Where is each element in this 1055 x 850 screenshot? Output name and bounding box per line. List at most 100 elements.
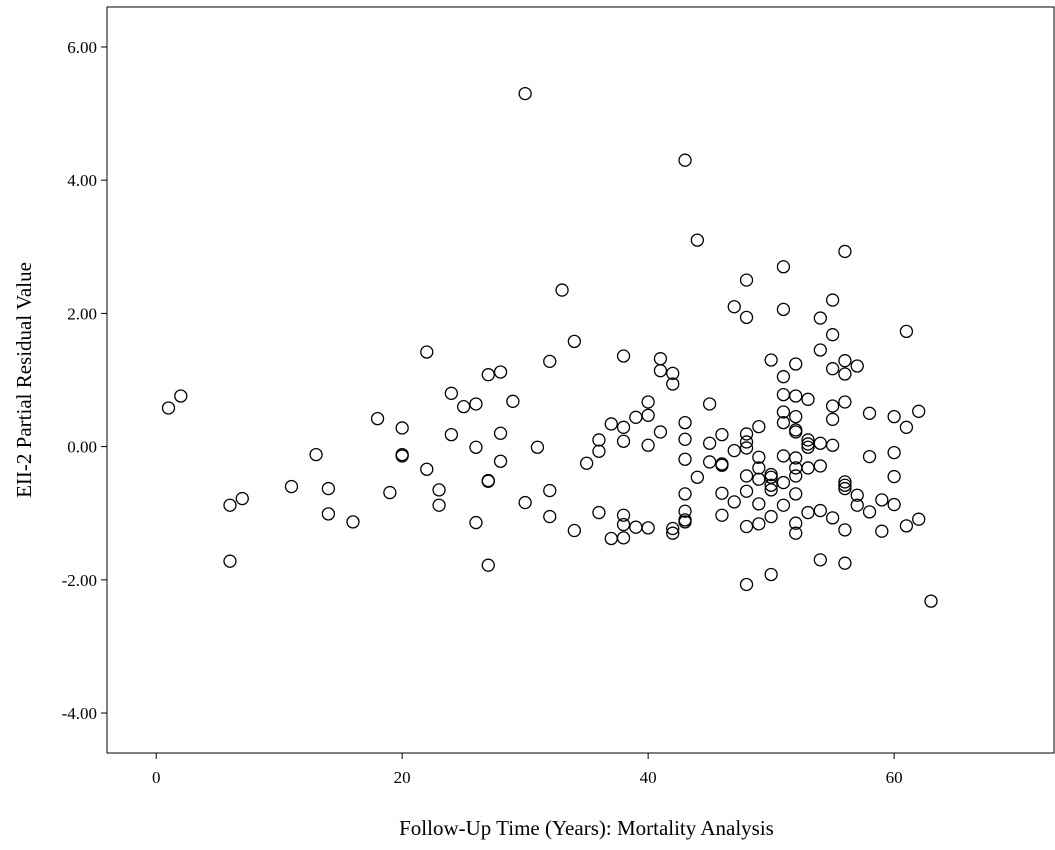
scatter-point bbox=[838, 367, 852, 381]
scatter-point bbox=[690, 470, 704, 484]
scatter-point bbox=[370, 411, 385, 426]
scatter-point bbox=[764, 478, 778, 492]
scatter-point bbox=[702, 397, 717, 411]
y-axis-label: EII-2 Partial Residual Value bbox=[12, 262, 36, 498]
scatter-point bbox=[825, 399, 840, 413]
scatter-point bbox=[862, 505, 877, 519]
scatter-point bbox=[875, 524, 889, 538]
scatter-point bbox=[727, 300, 741, 314]
scatter-point bbox=[764, 483, 778, 497]
scatter-point bbox=[789, 409, 803, 424]
y-tick-label: -4.00 bbox=[62, 704, 97, 723]
scatter-point bbox=[629, 520, 643, 534]
scatter-point bbox=[383, 485, 397, 500]
scatter-point bbox=[912, 404, 926, 418]
scatter-point bbox=[838, 478, 852, 492]
scatter-point bbox=[174, 389, 188, 403]
scatter-point bbox=[616, 420, 631, 434]
scatter-point bbox=[739, 427, 754, 441]
x-tick-label: 0 bbox=[152, 768, 161, 787]
scatter-point bbox=[641, 408, 655, 422]
scatter-point bbox=[776, 415, 791, 430]
scatter-point bbox=[702, 436, 717, 450]
scatter-point bbox=[727, 495, 741, 509]
scatter-point bbox=[850, 359, 864, 373]
scatter-point bbox=[739, 273, 754, 287]
scatter-point bbox=[813, 436, 827, 450]
scatter-point bbox=[825, 362, 840, 376]
scatter-point bbox=[666, 526, 680, 540]
scatter-point bbox=[801, 505, 815, 520]
scatter-point bbox=[493, 426, 508, 440]
scatter-point bbox=[825, 412, 840, 426]
scatter-point bbox=[678, 432, 692, 446]
scatter-point bbox=[518, 86, 532, 101]
scatter-point bbox=[825, 328, 840, 342]
scatter-point bbox=[579, 456, 594, 470]
scatter-point bbox=[752, 450, 766, 464]
scatter-point bbox=[764, 567, 778, 582]
scatter-point bbox=[493, 454, 508, 468]
scatter-point bbox=[752, 461, 766, 475]
scatter-point bbox=[752, 497, 766, 511]
scatter-point bbox=[789, 526, 803, 540]
scatter-point bbox=[789, 451, 803, 465]
x-tick-label: 60 bbox=[886, 768, 903, 787]
scatter-point bbox=[555, 283, 569, 297]
scatter-point bbox=[653, 364, 668, 378]
scatter-point bbox=[887, 469, 901, 484]
scatter-point bbox=[838, 523, 852, 537]
scatter-point bbox=[432, 498, 446, 512]
scatter-point bbox=[715, 508, 729, 522]
scatter-point bbox=[641, 521, 655, 535]
scatter-point bbox=[666, 521, 680, 536]
scatter-point bbox=[592, 505, 606, 520]
plot-area-frame bbox=[106, 6, 1055, 754]
scatter-point bbox=[776, 475, 791, 490]
scatter-point bbox=[764, 353, 778, 367]
scatter-point bbox=[739, 310, 754, 325]
scatter-point bbox=[469, 397, 483, 411]
scatter-point bbox=[764, 509, 778, 524]
scatter-point bbox=[825, 293, 840, 307]
scatter-point bbox=[457, 399, 471, 414]
x-axis-label: Follow-Up Time (Years): Mortality Analys… bbox=[399, 816, 774, 840]
scatter-point bbox=[776, 388, 791, 402]
x-tick-label: 20 bbox=[394, 768, 411, 787]
scatter-point bbox=[641, 438, 655, 452]
scatter-point bbox=[616, 531, 631, 545]
scatter-point bbox=[678, 153, 692, 167]
scatter-point bbox=[161, 401, 176, 415]
scatter-point bbox=[481, 558, 495, 572]
scatter-point bbox=[776, 302, 791, 317]
scatter-point bbox=[715, 458, 729, 472]
scatter-point bbox=[789, 516, 803, 530]
scatter-point bbox=[739, 441, 754, 455]
data-points bbox=[161, 86, 938, 608]
scatter-point bbox=[690, 233, 704, 247]
scatter-point bbox=[887, 445, 901, 460]
scatter-point bbox=[616, 517, 631, 532]
scatter-point bbox=[641, 395, 655, 409]
scatter-point bbox=[789, 389, 803, 403]
scatter-point bbox=[469, 440, 483, 454]
scatter-point bbox=[825, 438, 840, 452]
scatter-point bbox=[567, 523, 582, 538]
scatter-point bbox=[838, 481, 852, 496]
scatter-point bbox=[789, 469, 803, 483]
scatter-point bbox=[813, 343, 827, 357]
scatter-point bbox=[776, 260, 791, 274]
scatter-point bbox=[789, 357, 803, 371]
scatter-point bbox=[518, 495, 532, 510]
scatter-point bbox=[493, 365, 508, 379]
scatter-point bbox=[309, 447, 323, 462]
y-axis: -4.00 -2.00 0.00 2.00 4.00 6.00 bbox=[62, 38, 107, 723]
scatter-point bbox=[739, 435, 754, 449]
scatter-point bbox=[813, 311, 827, 325]
scatter-point bbox=[813, 503, 827, 518]
scatter-point bbox=[567, 334, 582, 349]
scatter-point bbox=[862, 406, 877, 420]
scatter-point bbox=[862, 449, 877, 464]
scatter-point bbox=[813, 553, 827, 567]
